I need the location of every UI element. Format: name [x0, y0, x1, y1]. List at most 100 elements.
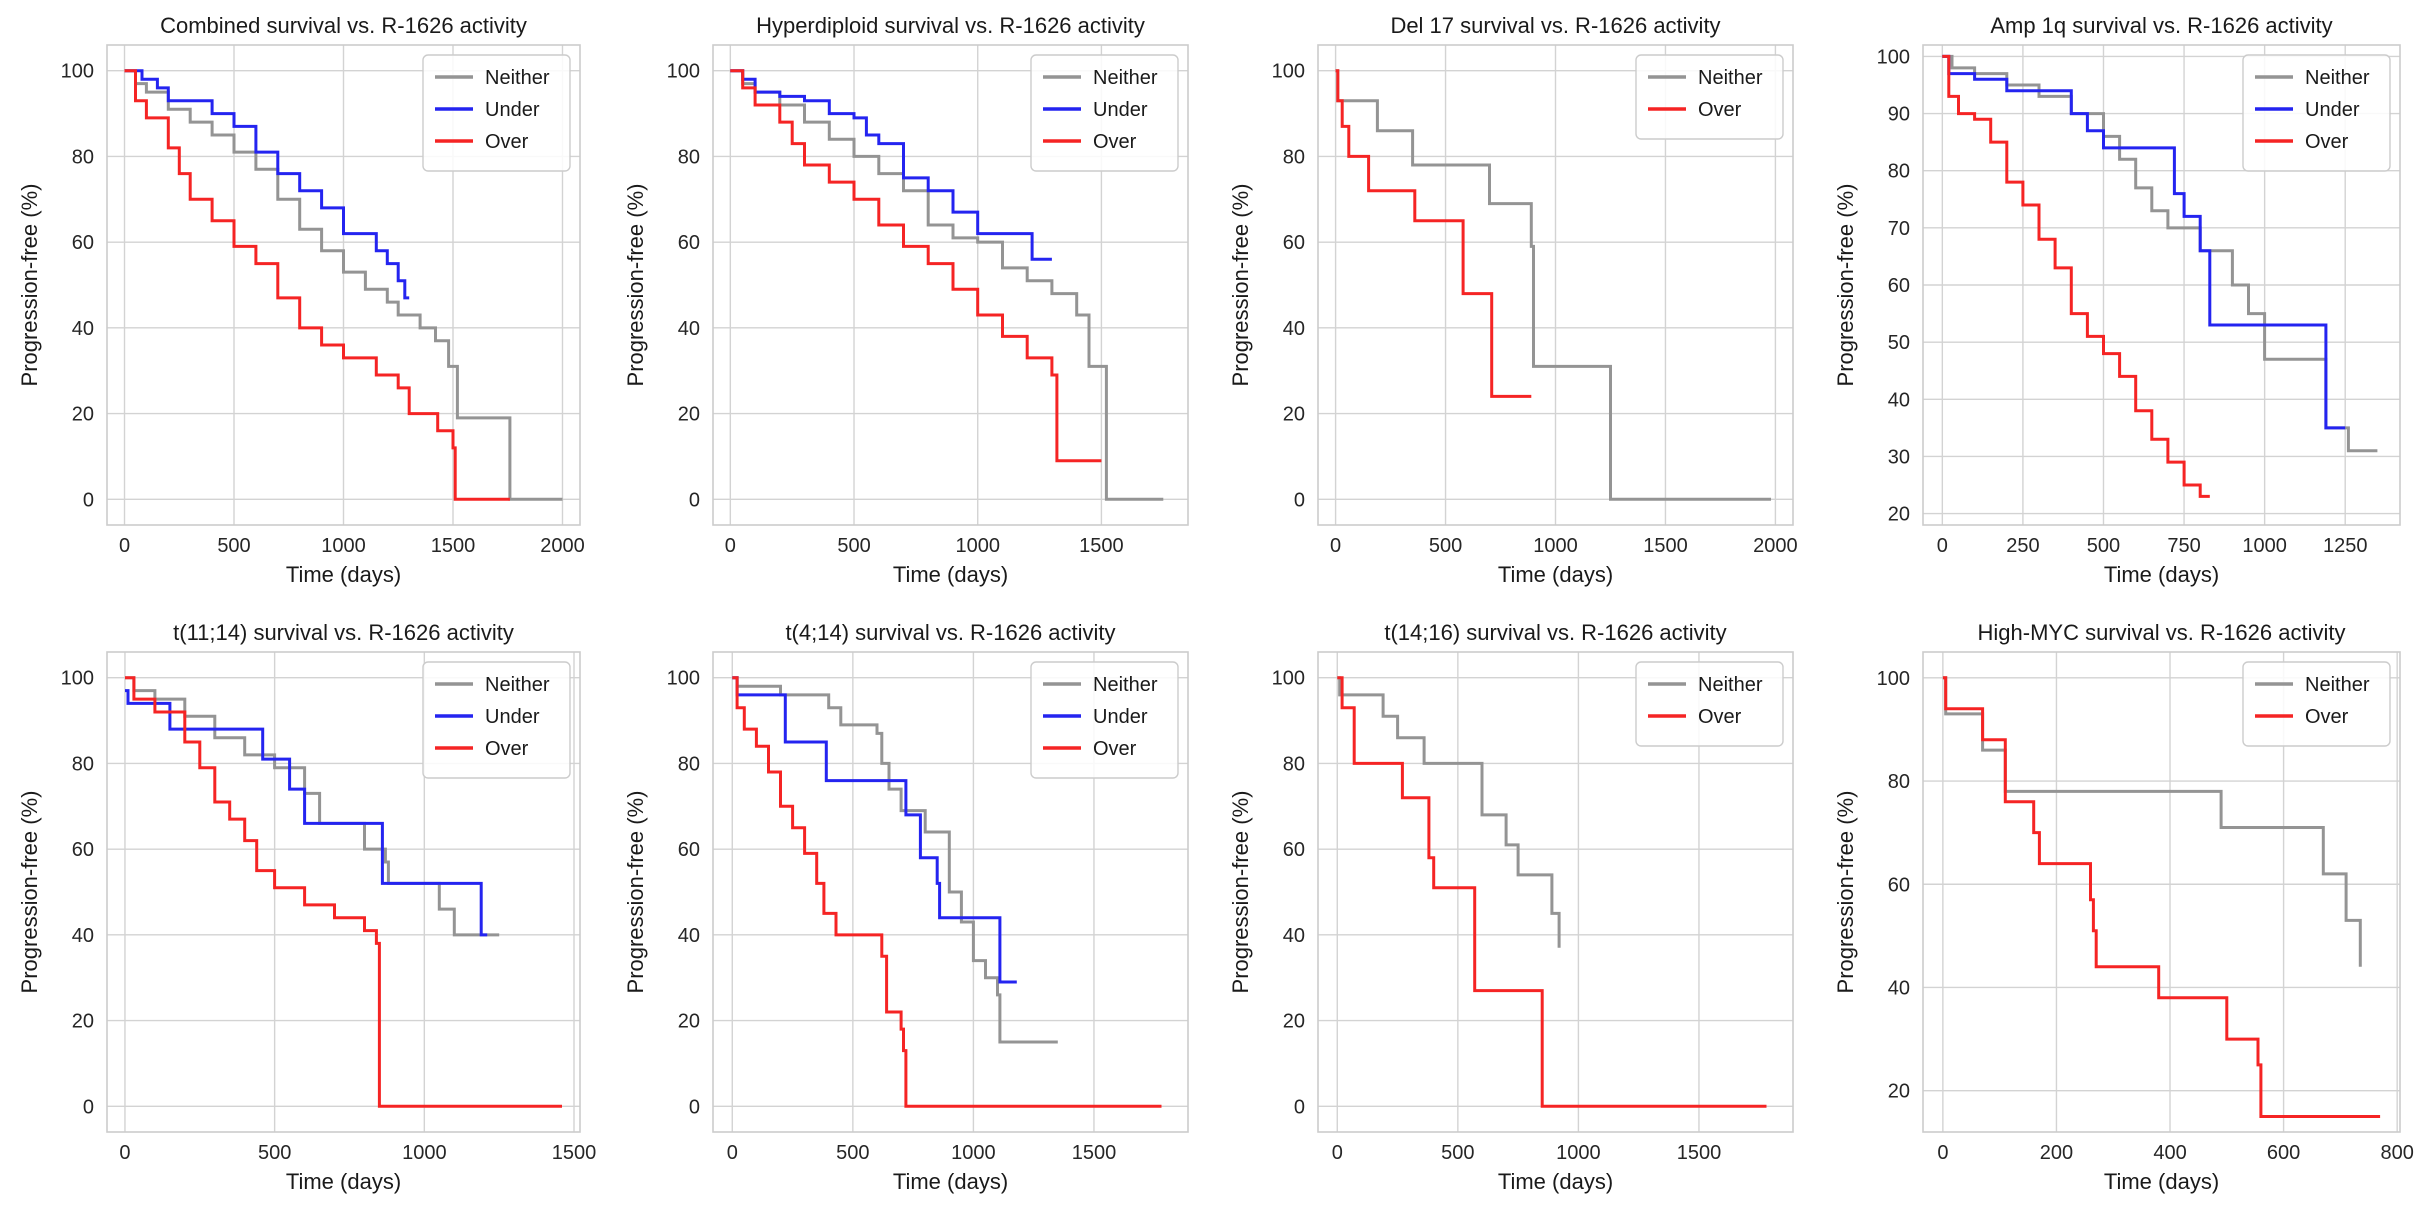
- panel-2: 0 500 1000 1500 0 20 40 60 80 100 Hyperdiploid sur…: [623, 13, 1189, 587]
- panel-2-legend-label-under: Under: [1093, 99, 1148, 121]
- panel-2-y-tick-label: 40: [678, 318, 700, 340]
- panel-2-y-tick-label: 80: [678, 146, 700, 168]
- panel-4-x-axis-label: Time (days): [2104, 562, 2219, 587]
- panel-7-legend-label-over: Over: [1698, 706, 1742, 728]
- panel-3-y-tick-label: 20: [1283, 404, 1305, 426]
- panel-2-y-tick-label: 60: [678, 232, 700, 254]
- panel-4: 0 250 500 750 1000 1250 20 30 40 50 60 70 80 90 100 Amp…: [1833, 13, 2401, 587]
- panel-1-legend-label-under: Under: [485, 99, 540, 121]
- panel-3-x-tick-label: 500: [1429, 535, 1462, 557]
- panel-4-legend: Neither Under Over: [2242, 54, 2391, 172]
- panel-2-series-under: [730, 69, 1052, 261]
- panel-7-y-tick-label: 0: [1294, 1096, 1305, 1118]
- panel-6-y-tick-label: 40: [678, 925, 700, 947]
- panel-7-y-tick-label: 60: [1283, 839, 1305, 861]
- panel-3-y-tick-label: 40: [1283, 318, 1305, 340]
- panel-2-legend: Neither Under Over: [1030, 54, 1179, 172]
- panel-7: 0 500 1000 1500 0 20 40 60 80 100 t(14;16) surviva…: [1228, 620, 1794, 1194]
- panel-8-x-tick-label: 400: [2153, 1142, 2186, 1164]
- panel-8-legend-label-over: Over: [2305, 706, 2349, 728]
- panel-5-y-tick-label: 100: [61, 668, 94, 690]
- panel-4-x-tick-label: 500: [2087, 535, 2120, 557]
- panel-8-x-tick-label: 800: [2380, 1142, 2413, 1164]
- panel-5-x-tick-label: 0: [119, 1142, 130, 1164]
- panel-1-legend-label-over: Over: [485, 131, 529, 153]
- panel-5-y-tick-label: 0: [83, 1096, 94, 1118]
- panel-5-legend-label-under: Under: [485, 706, 540, 728]
- panel-3-legend-label-over: Over: [1698, 99, 1742, 121]
- panel-4-y-tick-label: 20: [1888, 504, 1910, 526]
- panel-1-y-tick-label: 80: [72, 146, 94, 168]
- panel-6-y-tick-label: 80: [678, 753, 700, 775]
- panel-2-series-over: [730, 69, 1102, 463]
- panel-5-x-axis-label: Time (days): [286, 1169, 401, 1194]
- panel-5-y-tick-label: 80: [72, 753, 94, 775]
- panel-1-x-tick-label: 2000: [540, 535, 585, 557]
- panel-3-x-tick-label: 1000: [1533, 535, 1578, 557]
- panel-1-y-tick-label: 60: [72, 232, 94, 254]
- panel-8-series-neither: [1942, 676, 2362, 967]
- panel-4-y-tick-label: 40: [1888, 389, 1910, 411]
- panel-8: 0 200 400 600 800 20 40 60 80 100 High-MYC surviva…: [1833, 620, 2414, 1194]
- panel-3-x-tick-label: 0: [1330, 535, 1341, 557]
- panel-4-y-tick-label: 30: [1888, 446, 1910, 468]
- panel-4-x-tick-label: 250: [2006, 535, 2039, 557]
- panel-1-y-tick-label: 100: [61, 61, 94, 83]
- panel-5-x-tick-label: 500: [258, 1142, 291, 1164]
- panel-6-y-tick-label: 100: [667, 668, 700, 690]
- panel-7-y-axis-label: Progression-free (%): [1228, 791, 1253, 994]
- panel-3-y-tick-label: 100: [1272, 61, 1305, 83]
- panel-2-y-tick-label: 20: [678, 404, 700, 426]
- panel-3-title: Del 17 survival vs. R-1626 activity: [1390, 13, 1720, 38]
- panel-6-plot-frame: [712, 651, 1189, 1133]
- panel-7-x-axis-label: Time (days): [1498, 1169, 1613, 1194]
- panel-8-series-over: [1942, 676, 2381, 1118]
- panel-8-x-axis-label: Time (days): [2104, 1169, 2219, 1194]
- panel-3-y-tick-label: 0: [1294, 489, 1305, 511]
- panel-7-x-tick-label: 1500: [1677, 1142, 1722, 1164]
- panel-6-x-axis-label: Time (days): [893, 1169, 1008, 1194]
- panel-7-x-tick-label: 0: [1332, 1142, 1343, 1164]
- panel-4-legend-label-neither: Neither: [2305, 67, 2370, 89]
- panel-6-series-under: [732, 676, 1017, 984]
- panel-7-y-tick-label: 20: [1283, 1011, 1305, 1033]
- panel-3-x-axis-label: Time (days): [1498, 562, 1613, 587]
- panel-2-x-tick-label: 500: [837, 535, 870, 557]
- panel-3-legend: Neither Over: [1635, 54, 1784, 140]
- panel-6-series-over: [732, 676, 1162, 1108]
- panel-4-series-under: [1942, 54, 2346, 430]
- panel-8-plot-frame: [1922, 651, 2401, 1133]
- panel-4-x-tick-label: 750: [2167, 535, 2200, 557]
- panel-3-series-over: [1335, 69, 1532, 398]
- panel-8-y-axis-label: Progression-free (%): [1833, 791, 1858, 994]
- panel-4-title: Amp 1q survival vs. R-1626 activity: [1990, 13, 2332, 38]
- panel-4-legend-label-over: Over: [2305, 131, 2349, 153]
- panel-1-legend-label-neither: Neither: [485, 67, 550, 89]
- panel-4-y-tick-label: 90: [1888, 104, 1910, 126]
- panel-8-x-tick-label: 600: [2267, 1142, 2300, 1164]
- panel-2-x-axis-label: Time (days): [893, 562, 1008, 587]
- panel-6-x-tick-label: 500: [836, 1142, 869, 1164]
- panel-2-y-axis-label: Progression-free (%): [623, 184, 648, 387]
- panel-4-y-tick-label: 60: [1888, 275, 1910, 297]
- panel-8-x-tick-label: 200: [2040, 1142, 2073, 1164]
- panel-3: 0 500 1000 1500 2000 0 20 40 60 80 100 Del 17 survi…: [1228, 13, 1798, 587]
- panel-1-y-tick-label: 40: [72, 318, 94, 340]
- panel-4-y-tick-label: 100: [1877, 46, 1910, 68]
- panel-7-x-tick-label: 1000: [1556, 1142, 1601, 1164]
- panel-5-y-axis-label: Progression-free (%): [17, 791, 42, 994]
- panel-8-y-tick-label: 100: [1877, 668, 1910, 690]
- panel-5-y-tick-label: 60: [72, 839, 94, 861]
- panel-1-x-axis-label: Time (days): [286, 562, 401, 587]
- panel-5-legend: Neither Under Over: [422, 661, 571, 779]
- panel-2-y-tick-label: 100: [667, 61, 700, 83]
- panel-6-y-tick-label: 60: [678, 839, 700, 861]
- panel-1-plot-frame: [106, 44, 581, 526]
- panel-2-x-tick-label: 1500: [1079, 535, 1124, 557]
- panel-1-title: Combined survival vs. R-1626 activity: [160, 13, 527, 38]
- panel-5-y-tick-label: 40: [72, 925, 94, 947]
- panel-1-x-tick-label: 500: [217, 535, 250, 557]
- panel-3-y-tick-label: 80: [1283, 146, 1305, 168]
- panel-7-title: t(14;16) survival vs. R-1626 activity: [1384, 620, 1726, 645]
